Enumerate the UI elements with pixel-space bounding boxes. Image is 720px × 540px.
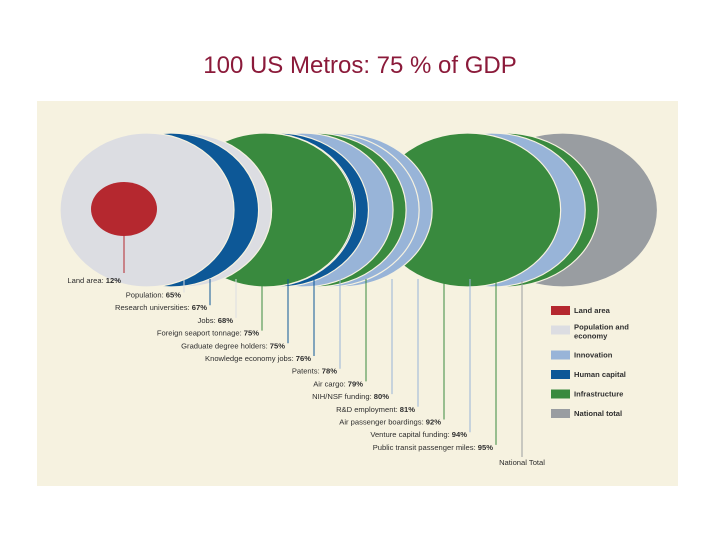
- legend-swatch-national-total: [551, 409, 570, 418]
- legend-label-national-total: National total: [574, 409, 622, 418]
- ellipse-land-area: [91, 182, 157, 236]
- label-graduate-degree-holders: Graduate degree holders: 75%: [181, 341, 285, 350]
- indicator-labels: Land area: 12% Population: 65% Research un…: [67, 236, 545, 467]
- label-nih-nsf-funding: NIH/NSF funding: 80%: [312, 392, 389, 401]
- label-air-passenger-boardings: Air passenger boardings: 92%: [339, 418, 441, 427]
- slide-title: 100 US Metros: 75 % of GDP: [203, 52, 517, 79]
- legend-swatch-population-and-economy: [551, 325, 570, 335]
- legend-label-infrastructure: Infrastructure: [574, 390, 623, 399]
- label-jobs: Jobs: 68%: [198, 316, 234, 325]
- label-venture-capital-funding: Venture capital funding: 94%: [370, 430, 467, 439]
- legend-swatch-human-capital: [551, 370, 570, 379]
- label-research-universities: Research universities: 67%: [115, 303, 207, 312]
- label-patents: Patents: 78%: [292, 367, 337, 376]
- legend-label-land-area: Land area: [574, 306, 611, 315]
- legend-label-human-capital: Human capital: [574, 370, 626, 379]
- legend-swatch-land-area: [551, 306, 570, 315]
- label-r-d-employment: R&D employment: 81%: [336, 405, 415, 414]
- nested-ellipse-chart: Land area: 12% Population: 65% Research un…: [59, 132, 659, 467]
- label-national-total: National Total: [499, 458, 545, 467]
- label-public-transit-passenger-miles: Public transit passenger miles: 95%: [373, 443, 494, 452]
- label-air-cargo: Air cargo: 79%: [313, 379, 363, 388]
- label-knowledge-economy-jobs: Knowledge economy jobs: 76%: [205, 354, 311, 363]
- legend-swatch-innovation: [551, 350, 570, 360]
- legend-swatch-infrastructure: [551, 389, 570, 399]
- legend: Land area Population and economy Innovation…: [551, 306, 629, 418]
- legend-label-population-and-economy: Population and economy: [574, 323, 629, 341]
- label-land-area: Land area: 12%: [67, 276, 121, 285]
- label-foreign-seaport-tonnage: Foreign seaport tonnage: 75%: [157, 329, 259, 338]
- legend-label-innovation: Innovation: [574, 351, 613, 360]
- label-population: Population: 65%: [126, 291, 182, 300]
- ellipse-layers: [59, 132, 659, 288]
